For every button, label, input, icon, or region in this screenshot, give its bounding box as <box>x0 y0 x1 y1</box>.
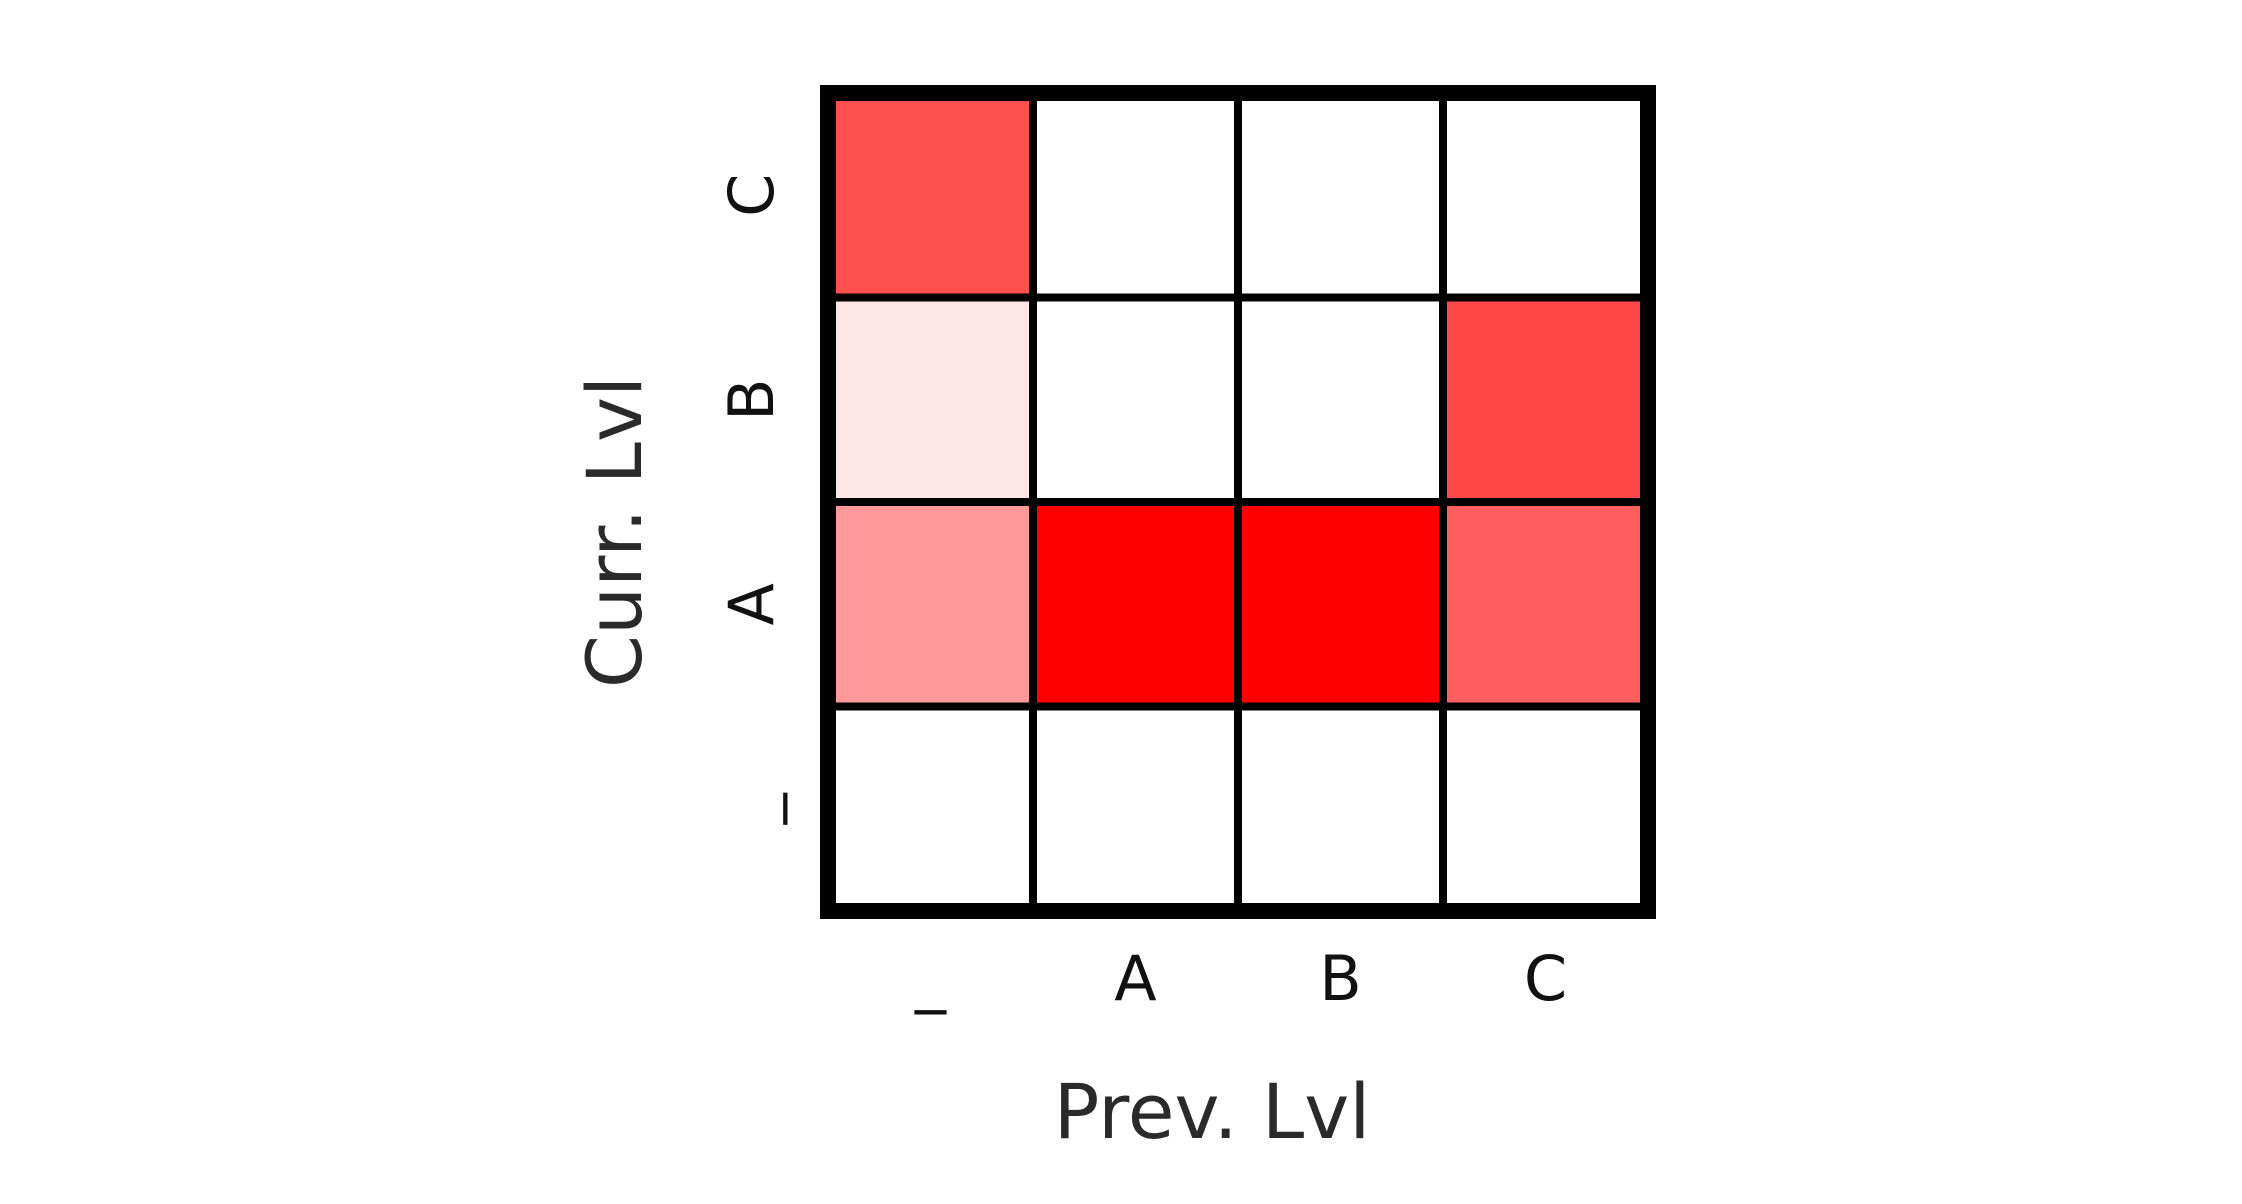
heatmap-cell-blank-blank <box>828 706 1033 911</box>
cell-grid <box>828 93 1648 911</box>
y-tick-label: B <box>715 378 788 421</box>
heatmap-cell-C-blank <box>828 93 1033 298</box>
heatmap-cell-C-C <box>1443 93 1648 298</box>
x-tick-labels: _ A B C <box>914 942 1567 1015</box>
heatmap-cell-A-blank <box>828 502 1033 707</box>
heatmap-cell-C-B <box>1238 93 1443 298</box>
heatmap-cell-blank-C <box>1443 706 1648 911</box>
heatmap-frame <box>820 85 1656 919</box>
heatmap-cells <box>828 93 1648 911</box>
heatmap-cell-C-A <box>1033 93 1238 298</box>
heatmap-cell-B-A <box>1033 297 1238 502</box>
y-tick-labels: _ A B C <box>715 174 788 826</box>
heatmap-cell-B-C <box>1443 297 1648 502</box>
y-tick-label: _ <box>715 792 788 825</box>
heatmap-cell-blank-A <box>1033 706 1238 911</box>
heatmap-cell-A-B <box>1238 502 1443 707</box>
x-tick-label: _ <box>914 942 947 1015</box>
heatmap-cell-B-B <box>1238 297 1443 502</box>
heatmap-cell-A-C <box>1443 502 1648 707</box>
x-tick-label: C <box>1524 942 1567 1015</box>
y-axis-title: Curr. Lvl <box>570 376 659 688</box>
x-tick-label: A <box>1114 942 1156 1015</box>
heatmap-cell-blank-B <box>1238 706 1443 911</box>
y-tick-label: A <box>715 583 788 625</box>
heatmap-cell-B-blank <box>828 297 1033 502</box>
heatmap-cell-A-A <box>1033 502 1238 707</box>
x-axis-title: Prev. Lvl <box>1054 1067 1371 1156</box>
x-tick-label: B <box>1319 942 1362 1015</box>
y-tick-label: C <box>715 174 788 217</box>
